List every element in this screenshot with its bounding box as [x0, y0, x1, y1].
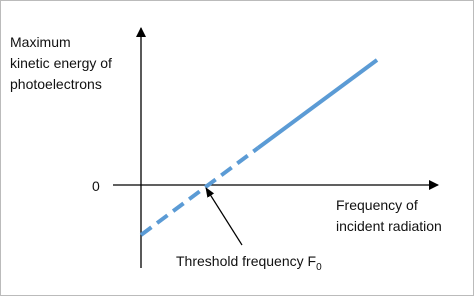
y-axis-label: Maximum: [10, 34, 71, 50]
y-axis-label: kinetic energy of: [10, 55, 112, 71]
annotation-text: Threshold frequency F: [176, 253, 316, 269]
y-axis-label: photoelectrons: [10, 76, 102, 92]
x-axis-label: incident radiation: [336, 218, 442, 234]
origin-label: 0: [92, 178, 100, 194]
annotation: Threshold frequency F0: [176, 253, 322, 273]
x-axis-label: Frequency of: [336, 197, 418, 213]
annotation-subscript: 0: [316, 262, 322, 273]
kinetic-energy-line: [256, 58, 379, 150]
extrapolated-line: [139, 146, 260, 237]
annotation-arrow: [205, 187, 243, 246]
